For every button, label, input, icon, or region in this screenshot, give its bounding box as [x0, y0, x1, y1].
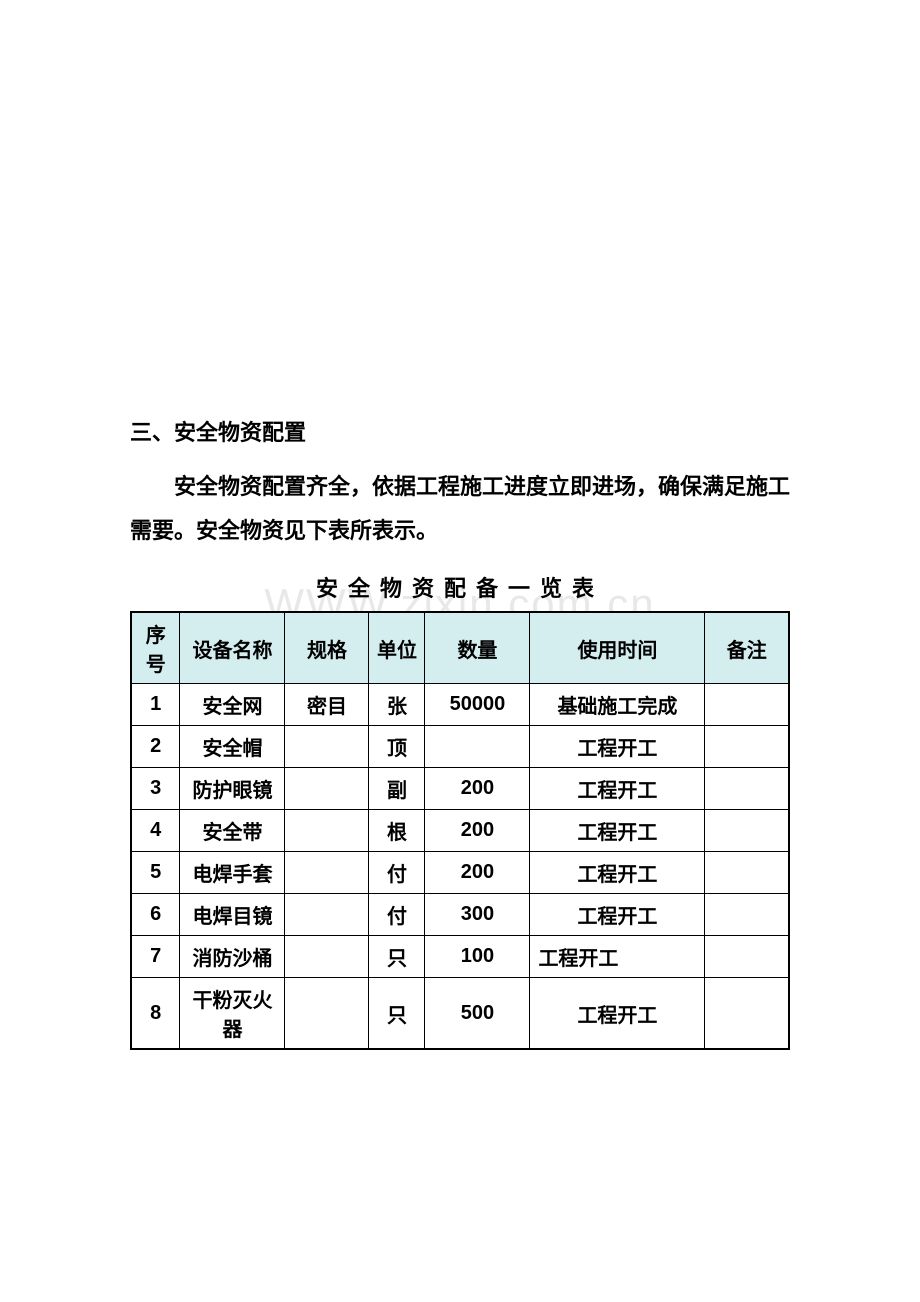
col-header-spec: 规格	[285, 612, 369, 684]
cell-seq: 6	[131, 894, 180, 936]
cell-seq: 7	[131, 936, 180, 978]
cell-qty: 300	[425, 894, 530, 936]
cell-unit: 付	[369, 894, 425, 936]
cell-time: 工程开工	[530, 726, 705, 768]
cell-qty: 200	[425, 810, 530, 852]
cell-unit: 只	[369, 978, 425, 1050]
table-row: 8 干粉灭火器 只 500 工程开工	[131, 978, 789, 1050]
cell-spec	[285, 768, 369, 810]
col-header-note: 备注	[705, 612, 789, 684]
table-row: 4 安全带 根 200 工程开工	[131, 810, 789, 852]
table-row: 3 防护眼镜 副 200 工程开工	[131, 768, 789, 810]
col-header-seq: 序号	[131, 612, 180, 684]
cell-seq: 4	[131, 810, 180, 852]
col-header-qty: 数量	[425, 612, 530, 684]
cell-spec	[285, 936, 369, 978]
cell-note	[705, 768, 789, 810]
cell-qty	[425, 726, 530, 768]
cell-name: 防护眼镜	[180, 768, 285, 810]
cell-spec	[285, 978, 369, 1050]
cell-time: 工程开工	[530, 978, 705, 1050]
cell-name: 电焊目镜	[180, 894, 285, 936]
cell-time: 基础施工完成	[530, 684, 705, 726]
cell-qty: 100	[425, 936, 530, 978]
col-header-name: 设备名称	[180, 612, 285, 684]
cell-note	[705, 684, 789, 726]
cell-name: 干粉灭火器	[180, 978, 285, 1050]
cell-name: 安全网	[180, 684, 285, 726]
cell-qty: 200	[425, 852, 530, 894]
cell-name: 安全帽	[180, 726, 285, 768]
cell-time: 工程开工	[530, 894, 705, 936]
cell-seq: 1	[131, 684, 180, 726]
safety-materials-table: 序号 设备名称 规格 单位 数量 使用时间 备注 1 安全网 密目 张 5000…	[130, 611, 790, 1050]
cell-note	[705, 936, 789, 978]
cell-time: 工程开工	[530, 810, 705, 852]
document-content: 三、安全物资配置 安全物资配置齐全，依据工程施工进度立即进场，确保满足施工需要。…	[130, 415, 790, 1050]
cell-note	[705, 852, 789, 894]
cell-spec	[285, 852, 369, 894]
cell-qty: 200	[425, 768, 530, 810]
cell-time: 工程开工	[530, 768, 705, 810]
table-row: 5 电焊手套 付 200 工程开工	[131, 852, 789, 894]
cell-spec: 密目	[285, 684, 369, 726]
cell-name: 消防沙桶	[180, 936, 285, 978]
cell-time: 工程开工	[530, 936, 705, 978]
cell-spec	[285, 894, 369, 936]
cell-time: 工程开工	[530, 852, 705, 894]
table-row: 1 安全网 密目 张 50000 基础施工完成	[131, 684, 789, 726]
cell-note	[705, 726, 789, 768]
table-header-row: 序号 设备名称 规格 单位 数量 使用时间 备注	[131, 612, 789, 684]
cell-qty: 500	[425, 978, 530, 1050]
cell-spec	[285, 726, 369, 768]
table-body: 1 安全网 密目 张 50000 基础施工完成 2 安全帽 顶 工程开工 3 防…	[131, 684, 789, 1050]
table-title: 安全物资配备一览表	[130, 571, 790, 603]
cell-unit: 张	[369, 684, 425, 726]
cell-note	[705, 894, 789, 936]
cell-name: 安全带	[180, 810, 285, 852]
cell-spec	[285, 810, 369, 852]
cell-qty: 50000	[425, 684, 530, 726]
table-row: 2 安全帽 顶 工程开工	[131, 726, 789, 768]
cell-unit: 顶	[369, 726, 425, 768]
cell-unit: 只	[369, 936, 425, 978]
table-row: 6 电焊目镜 付 300 工程开工	[131, 894, 789, 936]
col-header-time: 使用时间	[530, 612, 705, 684]
cell-seq: 3	[131, 768, 180, 810]
cell-note	[705, 810, 789, 852]
cell-unit: 副	[369, 768, 425, 810]
col-header-unit: 单位	[369, 612, 425, 684]
cell-seq: 8	[131, 978, 180, 1050]
cell-seq: 5	[131, 852, 180, 894]
section-heading: 三、安全物资配置	[130, 415, 790, 447]
table-row: 7 消防沙桶 只 100 工程开工	[131, 936, 789, 978]
cell-name: 电焊手套	[180, 852, 285, 894]
body-paragraph: 安全物资配置齐全，依据工程施工进度立即进场，确保满足施工需要。安全物资见下表所表…	[130, 465, 790, 553]
cell-seq: 2	[131, 726, 180, 768]
cell-unit: 根	[369, 810, 425, 852]
cell-unit: 付	[369, 852, 425, 894]
cell-note	[705, 978, 789, 1050]
